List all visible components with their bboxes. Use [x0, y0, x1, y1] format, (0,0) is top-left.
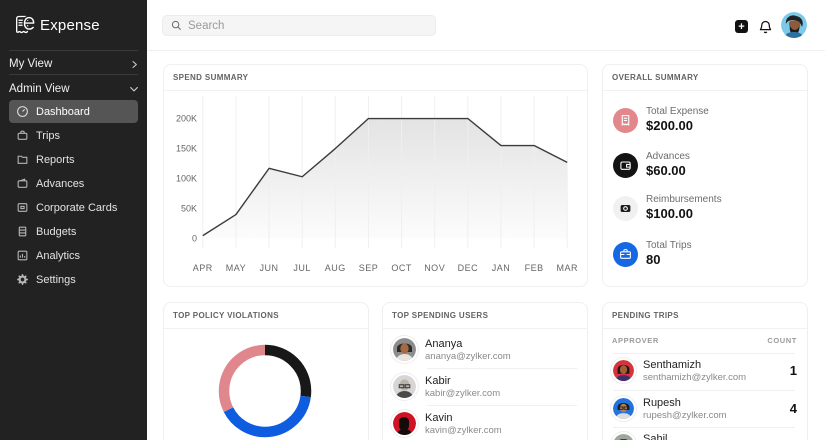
svg-text:APR: APR — [193, 263, 213, 273]
svg-text:JUL: JUL — [293, 263, 311, 273]
svg-text:SEP: SEP — [359, 263, 379, 273]
svg-text:50K: 50K — [181, 204, 197, 214]
svg-text:150K: 150K — [176, 144, 197, 154]
svg-text:100K: 100K — [176, 174, 197, 184]
svg-text:200K: 200K — [176, 114, 197, 124]
svg-text:MAR: MAR — [556, 263, 578, 273]
svg-text:AUG: AUG — [325, 263, 346, 273]
svg-text:0: 0 — [192, 234, 197, 244]
svg-text:OCT: OCT — [391, 263, 412, 273]
svg-text:DEC: DEC — [458, 263, 479, 273]
svg-text:NOV: NOV — [424, 263, 445, 273]
svg-text:JAN: JAN — [492, 263, 511, 273]
svg-text:JUN: JUN — [260, 263, 279, 273]
svg-text:FEB: FEB — [525, 263, 544, 273]
svg-text:MAY: MAY — [226, 263, 246, 273]
